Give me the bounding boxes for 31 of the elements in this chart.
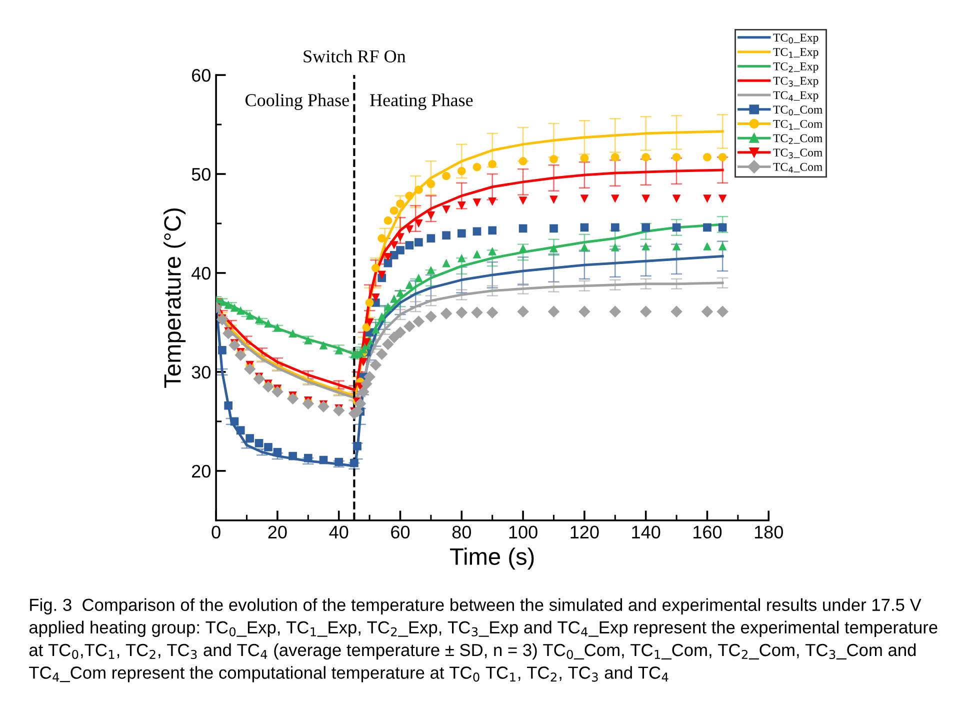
y-tick-label: 50 [192,168,210,181]
y-tick-label: 40 [192,266,210,280]
y-tick-label: 20 [192,464,210,478]
annotation: Cooling Phase [246,94,349,110]
legend-label: TC$_{4}$_Com [773,162,822,173]
x-tick-label: 80 [452,526,471,539]
x-tick-label: 20 [268,526,287,539]
x-tick-label: 180 [754,526,783,539]
legend-label: TC$_{1}$_Exp [773,48,818,58]
legend-label: TC$_{2}$_Exp [773,62,818,73]
legend-label: TC$_{3}$_Exp [773,76,818,88]
x-tick-label: 120 [570,526,599,539]
x-tick-label: 160 [694,526,722,539]
text: Fig. 3 Comparison of the evolution of the temperature between the simulated and experimental results under 17.5 V applied heating group: TC$_{0}$_Exp, TC$_{1}$_Exp, TC$_{2}$_Exp, TC$_{3}$_Exp and TC$_{4}$_Exp represent the experimental temperature at TC$_{0}$,TC$_{1}$, TC$_{2}$, TC$_{3}$ and TC$_{4}$ (average temperature ± SD, n = 3) TC$_{0}$_Com, TC$_{1}$_Com, TC$_{2}$_Com, TC$_{3}$_Com and TC$_{4}$_Com represent the computational temperature at TC$_{0}$ TC$_{1}$, TC$_{2}$, TC$_{3}$ and TC$_{4}$ [29,598,938,682]
x-tick-label: 60 [391,526,410,539]
y-axis-title: Temperature (°C) [164,208,186,388]
y-tick-label: 60 [192,68,210,82]
x-tick-label: 0 [212,526,220,539]
legend-label: TC$_{3}$_Com [773,148,822,158]
legend-label: TC$_{2}$_Com [773,134,822,144]
legend-label: TC$_{0}$_Com [773,106,822,116]
annotation: Heating Phase [370,94,473,110]
x-axis-title: Time (s) [450,548,534,570]
ref-line-label: Switch RF On [304,50,406,62]
legend-label: TC$_{4}$_Exp [773,91,818,102]
x-tick-label: 100 [509,526,538,539]
x-tick-label: 140 [632,526,660,539]
y-tick-label: 30 [192,366,210,379]
x-tick-label: 40 [329,526,348,539]
legend-label: TC$_{0}$_Exp [773,34,818,44]
legend-label: TC$_{1}$_Com [773,120,822,130]
